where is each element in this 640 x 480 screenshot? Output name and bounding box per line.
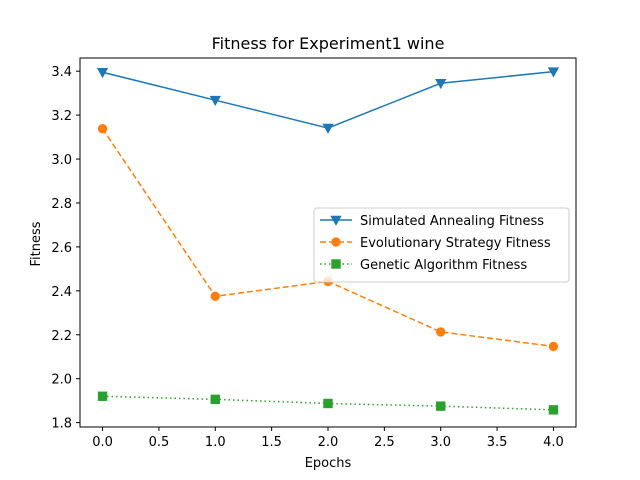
y-tick-label: 1.8: [51, 417, 72, 432]
x-tick-label: 0.5: [149, 435, 170, 450]
x-tick-label: 3.0: [430, 435, 451, 450]
series-1: [96, 67, 560, 134]
x-tick-label: 0.0: [92, 435, 113, 450]
data-point: [323, 398, 333, 409]
data-point: [436, 401, 446, 411]
y-tick-label: 2.8: [51, 197, 72, 212]
legend-item: Simulated Annealing Fitness: [320, 214, 544, 229]
legend-item: Evolutionary Strategy Fitness: [320, 236, 551, 251]
x-tick-label: 4.0: [543, 435, 564, 450]
series-3: [97, 391, 559, 415]
y-axis: 1.8 2.0 2.2 2.4 2.6 2.8 3.0 3.2 3.4: [51, 65, 80, 432]
plot-frame: [79, 57, 577, 428]
data-point: [547, 67, 560, 78]
y-tick-label: 2.4: [51, 285, 72, 300]
data-point: [97, 391, 108, 401]
legend: Simulated Annealing Fitness Evolutionary …: [313, 207, 570, 283]
y-tick-label: 3.2: [51, 109, 72, 124]
series-layer: [96, 67, 560, 415]
y-tick-label: 2.6: [51, 241, 72, 256]
x-tick-label: 2.0: [318, 435, 339, 450]
x-tick-label: 1.5: [261, 435, 282, 450]
x-axis-label: Epochs: [305, 456, 352, 471]
data-point: [322, 123, 334, 134]
y-tick-label: 3.4: [51, 65, 72, 80]
legend-item: Genetic Algorithm Fitness: [320, 258, 527, 273]
x-axis: 0.0 0.5 1.0 1.5 2.0 2.5 3.0 3.5 4.0: [92, 427, 564, 450]
chart-title: Fitness for Experiment1 wine: [212, 34, 445, 53]
x-tick-label: 3.5: [487, 435, 508, 450]
y-tick-label: 2.2: [51, 329, 72, 344]
data-point: [435, 78, 447, 90]
data-point: [96, 67, 109, 79]
x-tick-label: 2.5: [374, 435, 395, 450]
x-tick-label: 1.0: [205, 435, 226, 450]
legend-label: Simulated Annealing Fitness: [360, 214, 544, 229]
legend-marker: [331, 259, 341, 269]
legend-label: Genetic Algorithm Fitness: [360, 258, 527, 273]
legend-box: [313, 207, 570, 283]
legend-marker: [331, 237, 341, 247]
data-point: [548, 341, 559, 352]
data-point: [436, 327, 446, 337]
y-tick-label: 3.0: [51, 153, 72, 168]
data-point: [209, 95, 221, 106]
data-point: [548, 405, 559, 415]
data-point: [210, 291, 220, 302]
data-point: [210, 394, 220, 405]
data-point: [97, 124, 108, 134]
y-tick-label: 2.0: [51, 373, 72, 388]
y-axis-label: Fitness: [29, 221, 44, 266]
legend-label: Evolutionary Strategy Fitness: [360, 236, 551, 251]
legend-marker: [330, 215, 342, 226]
